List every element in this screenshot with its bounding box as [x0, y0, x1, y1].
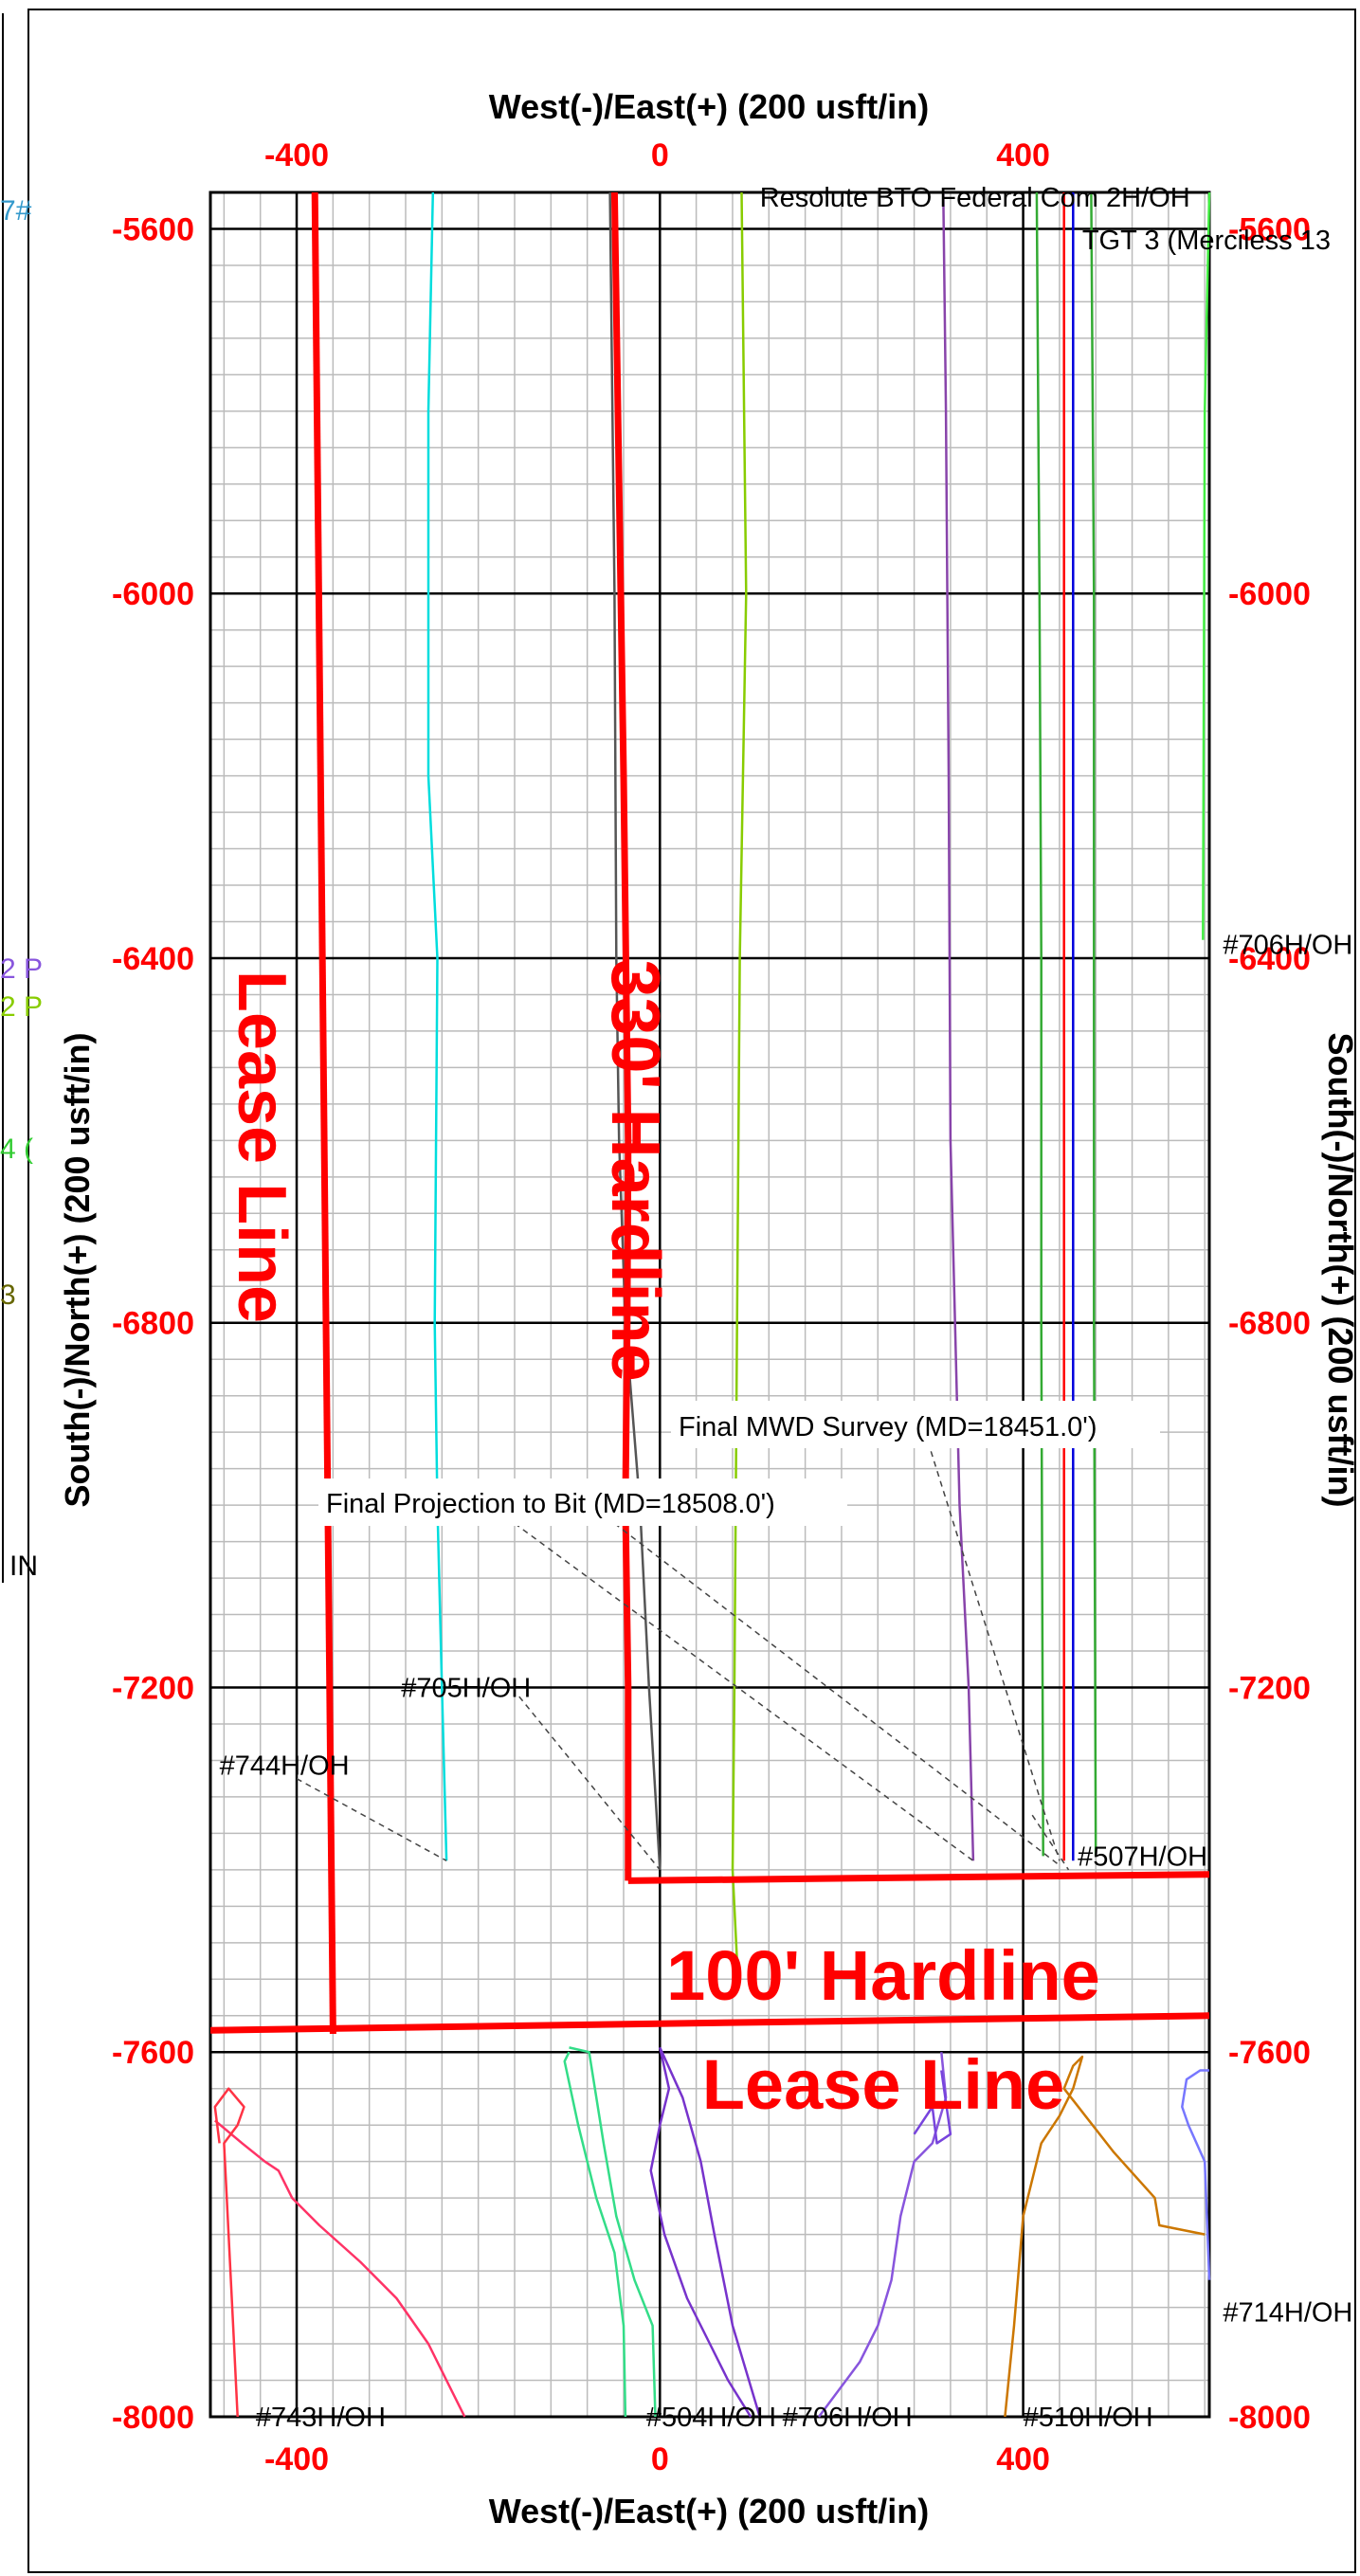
well-label: #744H/OH	[220, 1751, 350, 1781]
final-mwd-label: Final MWD Survey (MD=18451.0')	[679, 1412, 1097, 1442]
major-grid	[209, 190, 1211, 2419]
well-trace	[649, 2047, 753, 2418]
x-tick-label-top: 0	[651, 137, 669, 173]
y-tick-label-left: -7200	[112, 1670, 194, 1706]
x-axis-title-bottom: West(-)/East(+) (200 usft/in)	[489, 2492, 929, 2531]
well-trace	[213, 2119, 466, 2418]
well-label: TGT 3 (Merciless 13	[1082, 226, 1331, 256]
y-tick-label-left: -6800	[112, 1306, 194, 1342]
leader-line	[514, 1522, 974, 1861]
lease-line-vertical-label: Lease Line	[224, 971, 299, 1323]
label-layer: Resolute BTO Federal Com 2H/OH TGT 3 (Mer…	[220, 183, 1353, 2433]
side-fragment-1: 7#	[0, 195, 32, 227]
outer-frame	[27, 9, 1356, 2573]
leader-line	[927, 1441, 1061, 1861]
y-axis-title-left: South(-)/North(+) (200 usft/in)	[58, 1033, 97, 1508]
lease-line-south	[209, 2012, 1210, 2034]
x-tick-label-bottom: -400	[264, 2441, 329, 2477]
boundary-layer	[209, 191, 1210, 2035]
side-fragment-6: IN	[9, 1551, 38, 1582]
well-trace	[1202, 191, 1211, 940]
y-tick-label-left: -8000	[112, 2400, 194, 2436]
well-trace	[213, 2087, 245, 2418]
well-label: #706H/OH	[1223, 931, 1352, 961]
tick-labels: -400 -400 0 0 400 400 -5600 -5600 -6000 -6000 -640…	[112, 137, 1311, 2477]
side-fragment-3: 2 P	[0, 991, 43, 1023]
y-tick-label-left: -7600	[112, 2035, 194, 2071]
y-tick-label-left: -6000	[112, 576, 194, 612]
leader-line	[518, 1696, 661, 1871]
y-tick-label-right: -6000	[1228, 576, 1311, 612]
well-label: #706H/OH	[783, 2403, 913, 2433]
well-trace	[1004, 2055, 1206, 2418]
leader-line	[1031, 1814, 1070, 1871]
well-trace	[659, 2046, 761, 2418]
leader-layer	[296, 1441, 1070, 1871]
well-trace	[913, 2070, 952, 2145]
y-tick-label-right: -7600	[1228, 2035, 1311, 2071]
well-trace	[1035, 191, 1044, 1857]
x-axis-title-top: West(-)/East(+) (200 usft/in)	[489, 87, 929, 126]
lease-line-horizontal-label: Lease Line	[702, 2045, 1065, 2124]
well-trace	[426, 191, 448, 1861]
hardline-100-label: 100' Hardline	[666, 1936, 1100, 2015]
well-label: #705H/OH	[401, 1673, 531, 1703]
well-label: #504H/OH	[646, 2403, 776, 2433]
side-fragment-5: 3	[0, 1279, 16, 1311]
well-label: Resolute BTO Federal Com 2H/OH	[760, 183, 1190, 213]
y-tick-label-right: -6400	[1228, 941, 1311, 977]
side-fragment-2: 2 P	[0, 953, 43, 985]
lease-line-west	[311, 191, 336, 2035]
y-tick-label-left: -5600	[112, 211, 194, 247]
well-label: #743H/OH	[256, 2403, 386, 2433]
final-projection-label: Final Projection to Bit (MD=18508.0')	[326, 1489, 775, 1519]
well-label: #507H/OH	[1078, 1841, 1207, 1872]
well-trace	[942, 191, 975, 1861]
hardline-330-label: 330' Hardline	[597, 959, 673, 1381]
well-trace	[817, 2052, 948, 2418]
leader-line	[613, 1522, 1061, 1866]
well-trace	[1181, 2069, 1211, 2280]
hardline-330	[610, 191, 632, 1881]
well-trace	[563, 2051, 627, 2418]
x-tick-label-top: -400	[264, 137, 329, 173]
well-label: #510H/OH	[1024, 2403, 1153, 2433]
x-tick-label-bottom: 400	[996, 2441, 1050, 2477]
well-trace	[569, 2046, 657, 2418]
x-tick-label-bottom: 0	[651, 2441, 669, 2477]
y-tick-label-right: -6800	[1228, 1306, 1311, 1342]
series-layer	[213, 191, 1211, 2418]
plot-frame	[209, 190, 1211, 2419]
final-mwd-label-bg	[671, 1401, 1160, 1448]
hardline-100	[627, 1871, 1210, 1884]
well-trace	[608, 191, 662, 1870]
y-tick-label-right: -7200	[1228, 1670, 1311, 1706]
well-label: #714H/OH	[1223, 2297, 1352, 2328]
well-trace	[1090, 191, 1097, 1857]
y-tick-label-left: -6400	[112, 941, 194, 977]
side-fragment-4: 4 (	[0, 1134, 33, 1165]
well-trace	[731, 191, 748, 1962]
leader-line	[296, 1778, 447, 1861]
y-tick-label-right: -5600	[1228, 211, 1311, 247]
x-tick-label-top: 400	[996, 137, 1050, 173]
final-projection-label-bg	[318, 1478, 847, 1526]
y-axis-title-right: South(-)/North(+) (200 usft/in)	[1321, 1033, 1360, 1508]
y-tick-label-right: -8000	[1228, 2400, 1311, 2436]
